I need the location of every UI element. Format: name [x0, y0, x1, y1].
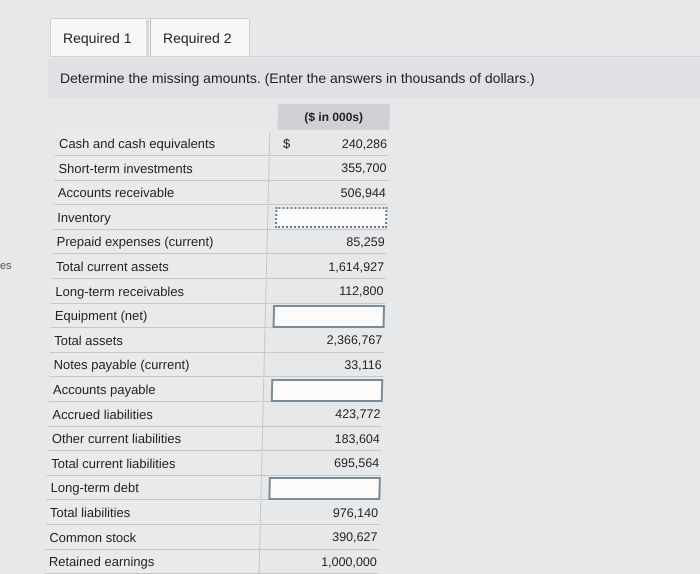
amount-input[interactable] — [268, 477, 381, 501]
table-row: Cash and cash equivalents $240,286 — [54, 132, 390, 156]
table-row: Inventory — [52, 205, 388, 230]
table-row: Accounts receivable 506,944 — [53, 181, 389, 206]
side-text: es — [0, 260, 12, 272]
table-row: Accrued liabilities 423,772 — [48, 402, 383, 427]
table-row: Accounts payable — [48, 378, 384, 402]
row-label: Total liabilities — [47, 501, 262, 524]
row-label: Notes payable (current) — [51, 353, 265, 377]
row-value: 355,700 — [341, 161, 387, 176]
table-row: Total current liabilities 695,564 — [46, 451, 382, 476]
row-value: 85,259 — [346, 234, 385, 249]
currency-symbol: $ — [282, 136, 291, 151]
row-label: Accrued liabilities — [50, 402, 264, 426]
tab-required-1[interactable]: Required 1 — [50, 18, 152, 57]
table-row: Total assets 2,366,767 — [49, 328, 385, 353]
tab-divider — [146, 20, 149, 56]
row-value: 2,366,767 — [326, 333, 383, 348]
row-label: Total assets — [51, 328, 266, 352]
row-value: 695,564 — [333, 456, 380, 471]
row-label: Cash and cash equivalents — [56, 132, 271, 155]
row-value: 506,944 — [340, 185, 387, 200]
row-label: Retained earnings — [46, 550, 261, 574]
row-label: Long-term debt — [48, 476, 262, 500]
amount-input[interactable] — [274, 206, 388, 228]
row-label: Equipment (net) — [52, 304, 267, 328]
amount-input[interactable] — [272, 305, 386, 329]
row-label: Common stock — [47, 525, 261, 549]
row-label: Total current assets — [53, 255, 268, 278]
table-row: Equipment (net) — [50, 304, 386, 329]
tab-bar-underline — [50, 56, 700, 57]
row-value: 112,800 — [338, 284, 384, 299]
instruction-banner: Determine the missing amounts. (Enter th… — [48, 58, 700, 98]
row-value: 423,772 — [335, 407, 381, 422]
table-row: Notes payable (current) 33,116 — [49, 353, 384, 378]
column-header: ($ in 000s) — [277, 104, 390, 130]
table-row: Other current liabilities 183,604 — [47, 427, 383, 452]
table-row: Total current assets 1,614,927 — [51, 255, 387, 279]
row-label: Long-term receivables — [53, 279, 267, 303]
table-row: Short-term investments 355,700 — [54, 156, 389, 181]
row-value: 33,116 — [344, 357, 382, 372]
tab-required-2[interactable]: Required 2 — [150, 18, 250, 57]
row-value: 390,627 — [332, 530, 378, 545]
table-row: Long-term receivables 112,800 — [51, 279, 386, 304]
tab-bar: Required 1 Required 2 — [50, 18, 700, 58]
table-row: Prepaid expenses (current) 85,259 — [52, 230, 387, 255]
row-label: Inventory — [54, 205, 269, 229]
amount-input[interactable] — [270, 379, 384, 402]
instruction-text: Determine the missing amounts. (Enter th… — [60, 70, 535, 86]
table-row: Common stock 390,627 — [45, 525, 380, 550]
row-value: 183,604 — [334, 431, 380, 446]
row-value: 976,140 — [332, 505, 379, 520]
table-row: Retained earnings 1,000,000 — [44, 550, 380, 574]
row-value: 240,286 — [341, 136, 388, 151]
row-label: Total current liabilities — [48, 451, 263, 475]
row-value: 1,000,000 — [321, 554, 377, 569]
row-label: Accounts receivable — [55, 181, 270, 205]
row-label: Prepaid expenses (current) — [54, 230, 268, 254]
table-row: Total liabilities 976,140 — [45, 501, 381, 525]
row-value: 1,614,927 — [328, 259, 385, 274]
row-label: Short-term investments — [56, 156, 270, 180]
row-label: Accounts payable — [50, 378, 265, 401]
balance-table: ($ in 000s) Cash and cash equivalents $24… — [44, 104, 394, 574]
row-label: Other current liabilities — [49, 427, 264, 451]
table-row: Long-term debt — [46, 476, 381, 501]
